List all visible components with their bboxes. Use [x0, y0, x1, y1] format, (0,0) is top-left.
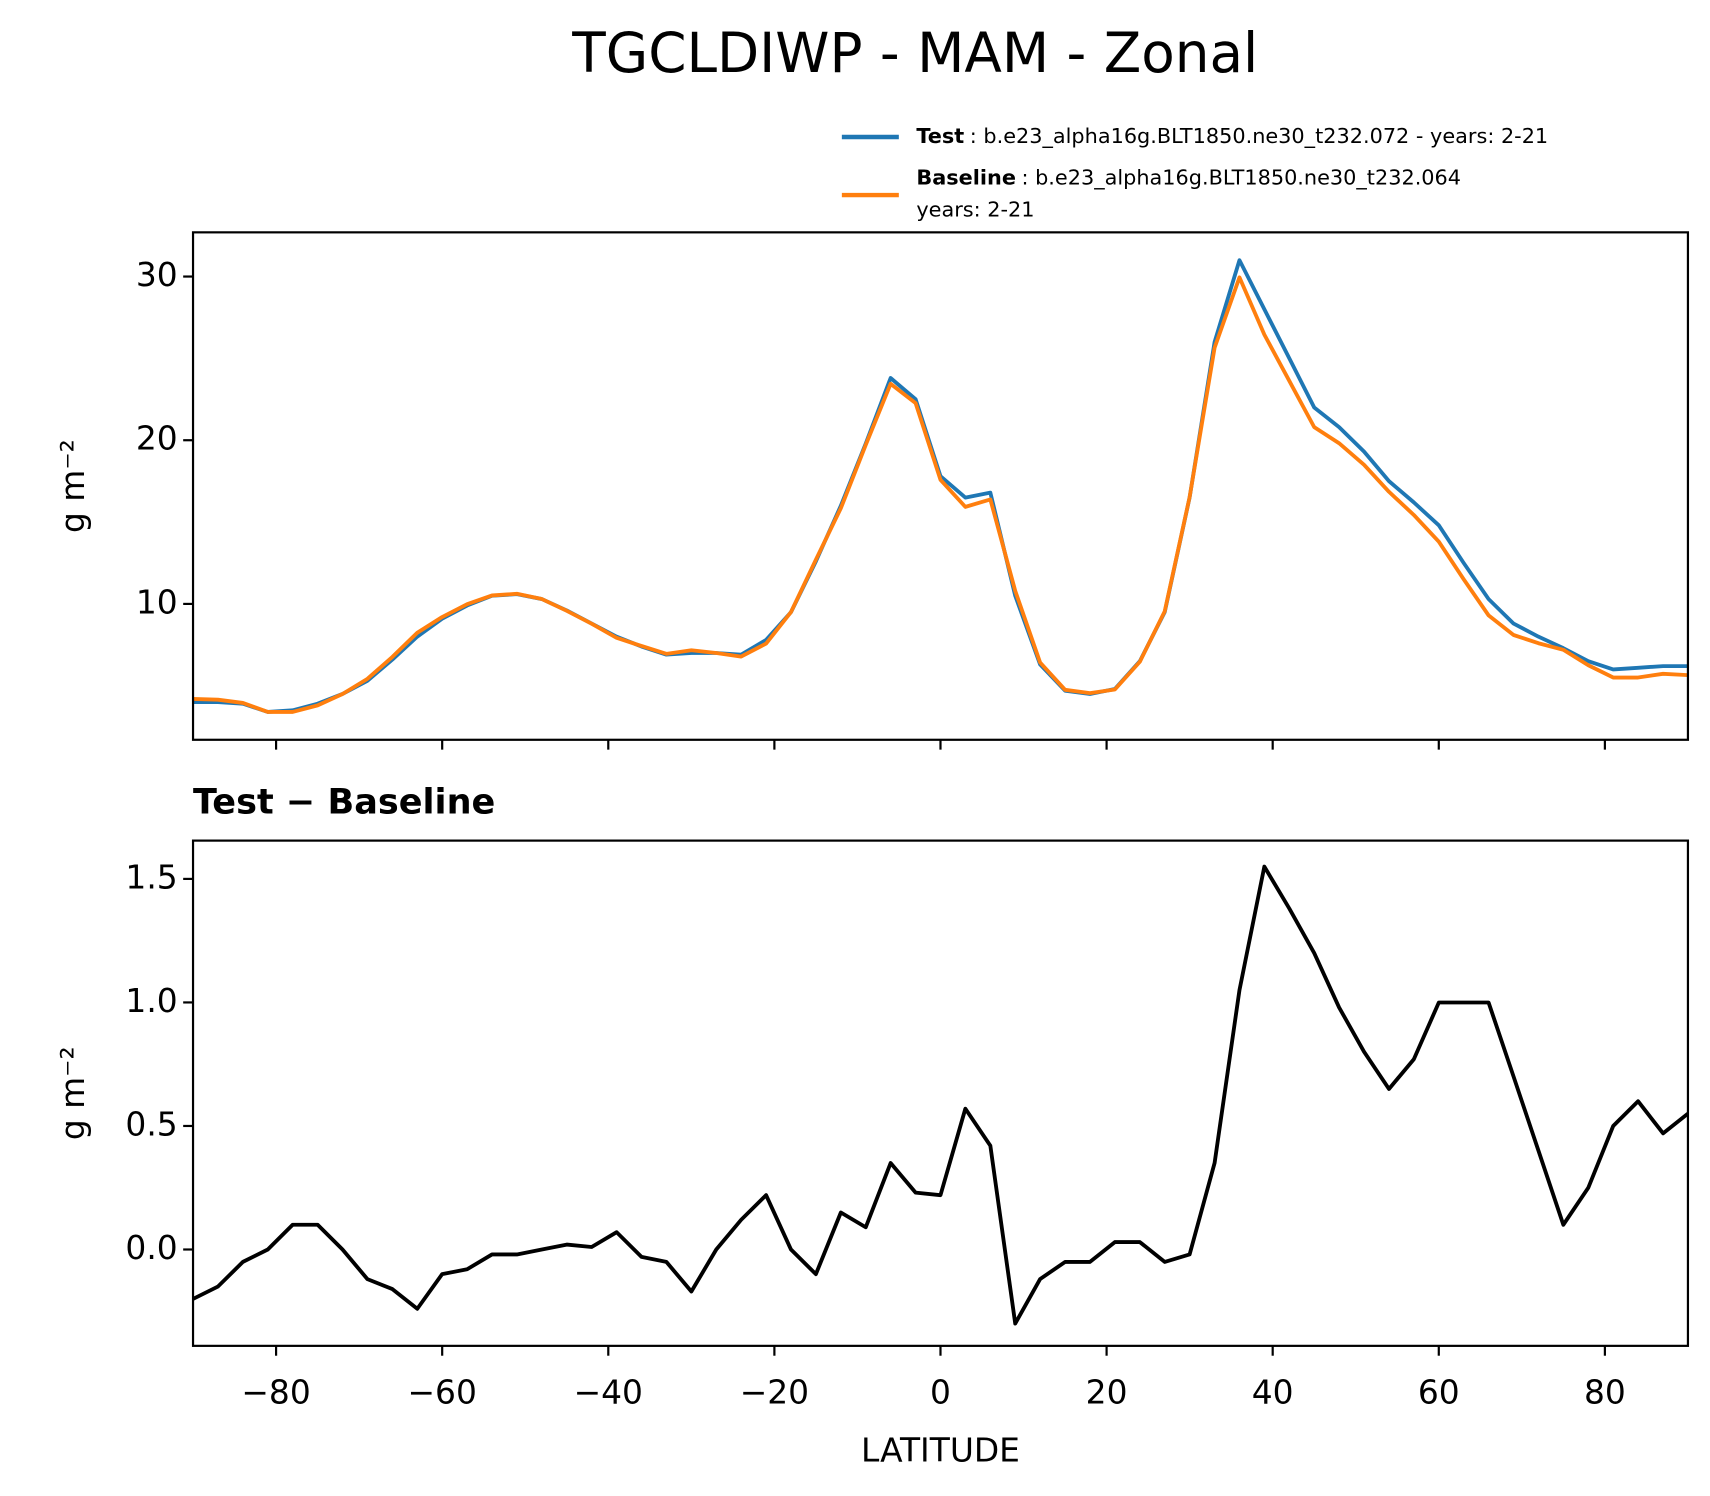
legend-label: Baseline: b.e23_alpha16g.BLT1850.ne30_t2…	[916, 166, 1461, 191]
y-tick-label: 20	[136, 419, 178, 458]
x-tick-label: 80	[1584, 1373, 1626, 1412]
legend-label: Test: b.e23_alpha16g.BLT1850.ne30_t232.0…	[916, 124, 1548, 149]
figure-title: TGCLDIWP - MAM - Zonal	[571, 21, 1258, 85]
legend-name: Test	[916, 124, 964, 148]
x-axis-label: LATITUDE	[861, 1431, 1020, 1470]
legend-description-line2: years: 2-21	[916, 197, 1034, 221]
y-tick-label: 10	[136, 582, 178, 621]
plot-frame	[191, 839, 1690, 1347]
y-axis-label: g m⁻²	[53, 1046, 92, 1140]
plot-frame	[191, 231, 1690, 741]
x-tick-label: −60	[408, 1373, 477, 1412]
x-tick-label: −20	[740, 1373, 809, 1412]
y-tick-label: 1.5	[125, 857, 177, 896]
x-tick-label: −40	[574, 1373, 643, 1412]
x-tick-label: 0	[930, 1373, 951, 1412]
panel-title: Test − Baseline	[193, 781, 495, 822]
legend-description: : b.e23_alpha16g.BLT1850.ne30_t232.072 -…	[970, 124, 1548, 149]
y-axis-label: g m⁻²	[53, 439, 92, 533]
y-tick-label: 0.5	[125, 1104, 177, 1143]
data-line	[193, 864, 1688, 1326]
data-line	[193, 258, 1688, 714]
legend-name: Baseline	[916, 166, 1016, 190]
y-tick-label: 30	[136, 255, 178, 294]
x-tick-label: 20	[1086, 1373, 1128, 1412]
data-line	[193, 275, 1688, 714]
legend-description: : b.e23_alpha16g.BLT1850.ne30_t232.064	[1021, 166, 1461, 191]
x-tick-label: 40	[1252, 1373, 1294, 1412]
x-tick-label: −80	[241, 1373, 310, 1412]
x-tick-label: 60	[1418, 1373, 1460, 1412]
y-tick-label: 1.0	[125, 981, 177, 1020]
y-tick-label: 0.0	[125, 1228, 177, 1267]
